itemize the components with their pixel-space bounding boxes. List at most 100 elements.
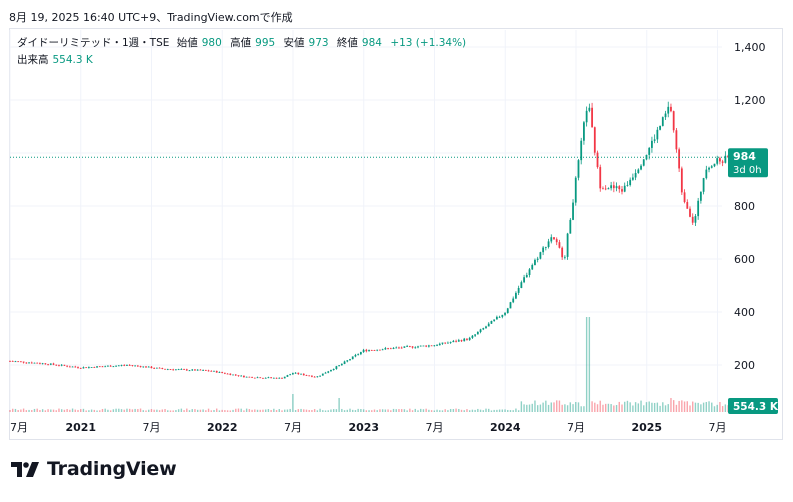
candle-body: [683, 192, 686, 203]
candle-body: [283, 376, 286, 379]
volume-bar: [624, 401, 626, 412]
candle-body: [294, 372, 297, 374]
candle-body: [68, 366, 71, 368]
volume-bar: [237, 408, 240, 412]
volume-bar: [324, 410, 327, 412]
candle-body: [615, 186, 618, 189]
volume-bar: [101, 408, 104, 412]
candle-body: [604, 188, 607, 190]
volume-bar: [357, 408, 359, 412]
candle-body: [120, 365, 123, 366]
tradingview-logo[interactable]: TradingView: [11, 458, 177, 480]
volume-bar: [637, 403, 640, 412]
candle-body: [177, 369, 180, 371]
volume-bar: [126, 408, 128, 412]
candle-body: [308, 375, 311, 377]
x-tick-label: 2022: [207, 421, 238, 434]
candle-body: [112, 366, 115, 368]
volume-bar: [232, 409, 234, 412]
volume-bar: [482, 410, 484, 412]
volume-bar: [436, 409, 438, 412]
volume-bar: [550, 402, 552, 412]
candle-body: [281, 377, 283, 379]
volume-bar: [131, 409, 134, 412]
volume-bar: [384, 409, 387, 412]
capture-timestamp: 8月 19, 2025 16:40 UTC+9、TradingView.comで…: [9, 11, 293, 24]
volume-bar: [566, 405, 569, 412]
candle-body: [204, 370, 207, 371]
volume-bar: [411, 410, 414, 412]
last-price-text: 984: [733, 150, 756, 163]
volume-bar: [346, 409, 348, 412]
candle-body: [487, 323, 490, 327]
volume-bar: [591, 401, 593, 412]
volume-bar: [254, 409, 256, 412]
candle-body: [563, 256, 566, 258]
volume-bar: [128, 408, 131, 412]
candle-body: [427, 345, 430, 347]
y-tick-label: 1,400: [734, 41, 766, 54]
volume-bar: [80, 409, 82, 412]
volume-bar: [36, 408, 38, 412]
volume-bar: [542, 402, 544, 412]
candle-body: [79, 367, 82, 369]
volume-bar: [319, 408, 321, 412]
candle-body: [419, 345, 422, 347]
volume-bar: [297, 409, 300, 412]
volume-bar: [243, 410, 245, 412]
candle-body: [479, 329, 482, 333]
candle-body: [39, 363, 41, 365]
candle-body: [240, 375, 243, 377]
volume-bar: [66, 409, 68, 412]
volume-bar: [604, 403, 607, 412]
volume-bar: [618, 401, 620, 412]
open-label: 始値: [176, 37, 198, 49]
candle-body: [49, 363, 52, 365]
volume-bar: [153, 409, 155, 412]
volume-bar: [362, 409, 365, 412]
candle-body: [631, 177, 634, 180]
candle-body: [558, 242, 561, 248]
volume-bar: [381, 409, 384, 412]
candle-body: [438, 343, 441, 346]
volume-bar: [221, 409, 223, 412]
candle-body: [618, 186, 621, 190]
x-tick-label: 2021: [65, 421, 96, 434]
grid: [9, 30, 722, 412]
volume-bar: [564, 404, 566, 412]
volume-bar: [88, 410, 90, 412]
volume-bar: [349, 408, 351, 412]
candle-body: [523, 277, 525, 283]
candle-body: [128, 365, 131, 366]
candle-body: [365, 349, 368, 352]
candle-body: [381, 349, 384, 351]
volume-bar: [422, 409, 425, 412]
brand-name: TradingView: [47, 458, 177, 480]
volume-bar: [354, 410, 357, 412]
volume-bar: [161, 409, 164, 412]
volume-bar: [210, 410, 212, 412]
candle-body: [436, 345, 438, 347]
candle-body: [126, 365, 128, 366]
candle-body: [272, 377, 275, 379]
candle-body: [253, 377, 256, 379]
candle-body: [705, 169, 708, 179]
candle-body: [289, 374, 292, 376]
volume-bar: [719, 401, 721, 412]
volume-bar: [602, 404, 604, 412]
symbol-label[interactable]: ダイドーリミテッド・1週・TSE: [17, 37, 170, 49]
candle-body: [708, 167, 710, 170]
volume-bar: [294, 410, 297, 412]
volume-bar: [409, 408, 411, 412]
volume-bar: [85, 410, 87, 412]
volume-bar: [273, 408, 275, 412]
volume-bar: [194, 409, 196, 412]
volume-bar: [259, 409, 261, 412]
volume-bar: [447, 410, 449, 412]
volume-bar: [392, 408, 395, 412]
volume-bar: [196, 409, 199, 412]
volume-bar: [107, 409, 109, 412]
volume-bar: [711, 402, 713, 412]
candle-body: [101, 366, 104, 368]
